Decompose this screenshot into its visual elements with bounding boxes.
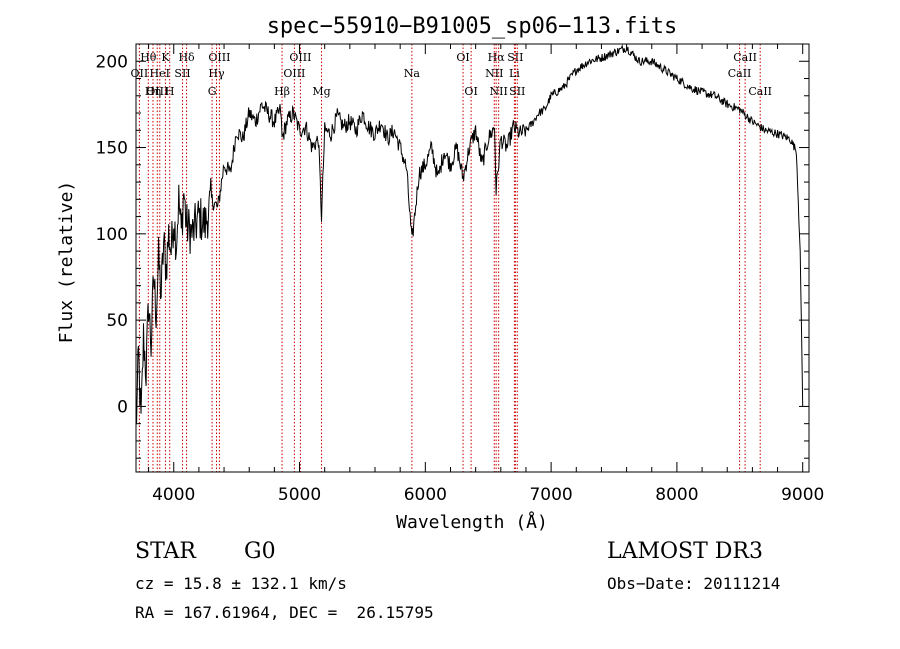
plot-frame [135,43,810,473]
line-label-27: CaII [748,85,772,98]
object-subclass: G0 [244,539,276,564]
x-tick-label-4: 8000 [655,485,698,505]
y-tick-label-4: 200 [96,52,128,72]
line-label-23: Li [509,67,520,80]
x-tick-label-1: 5000 [278,485,321,505]
flux-series-line [135,44,804,425]
line-label-21: NII [490,85,508,98]
x-tick-label-3: 7000 [529,485,572,505]
line-label-16: Na [404,67,421,80]
x-tick-label-5: 9000 [781,485,824,505]
line-label-18: OI [464,85,477,98]
line-label-25: CaII [733,51,757,64]
line-label-10: Hγ [208,67,225,80]
line-label-14: OIII [283,67,305,80]
obs-date-text: Obs−Date: 20111214 [607,574,781,593]
y-tick-label-2: 100 [96,225,128,245]
survey-name: LAMOST DR3 [607,539,763,564]
line-label-7: H [165,85,175,98]
line-label-19: Hα [488,51,506,64]
line-label-0: Hθ [140,51,157,64]
line-label-3: K [161,51,170,64]
redshift-text: cz = 15.8 ± 132.1 km/s [135,574,347,593]
line-label-26: CaII [728,67,752,80]
x-tick-label-0: 4000 [152,485,195,505]
line-label-9: OIII [208,51,230,64]
coordinates-text: RA = 167.61964, DEC = 26.15795 [135,603,434,622]
line-label-11: G [208,85,217,98]
line-label-2: OIII [146,85,168,98]
y-tick-label-3: 150 [96,139,128,159]
line-label-5: Hη [145,85,161,98]
line-label-20: NII [485,67,503,80]
line-label-12: Hβ [274,85,290,98]
line-label-17: OI [456,51,469,64]
y-tick-label-1: 50 [106,311,128,331]
line-label-6: SII [174,67,190,80]
line-label-1: OII [131,67,149,80]
y-axis-label: Flux (relative) [56,181,77,344]
line-label-24: SII [509,85,525,98]
axis-ticks: 4000 5000 6000 7000 8000 9000 0 50 100 150 200 [96,43,824,505]
line-label-8: Hδ [178,51,195,64]
line-label-4: HeI [150,67,170,80]
x-tick-label-2: 6000 [404,485,447,505]
y-tick-label-0: 0 [117,397,128,417]
line-label-22: SII [507,51,523,64]
line-label-15: Mg [312,85,330,98]
object-class: STAR [135,539,196,564]
x-axis-label: Wavelength (Å) [396,511,548,533]
line-label-13: OIII [289,51,311,64]
spectral-line-markers: Hθ OII OIII K HeI Hη SII H Hδ OIII Hγ G Hβ OIII OIII Mg… [131,44,772,472]
chart-title: spec−55910−B91005_sp06−113.fits [267,14,678,39]
